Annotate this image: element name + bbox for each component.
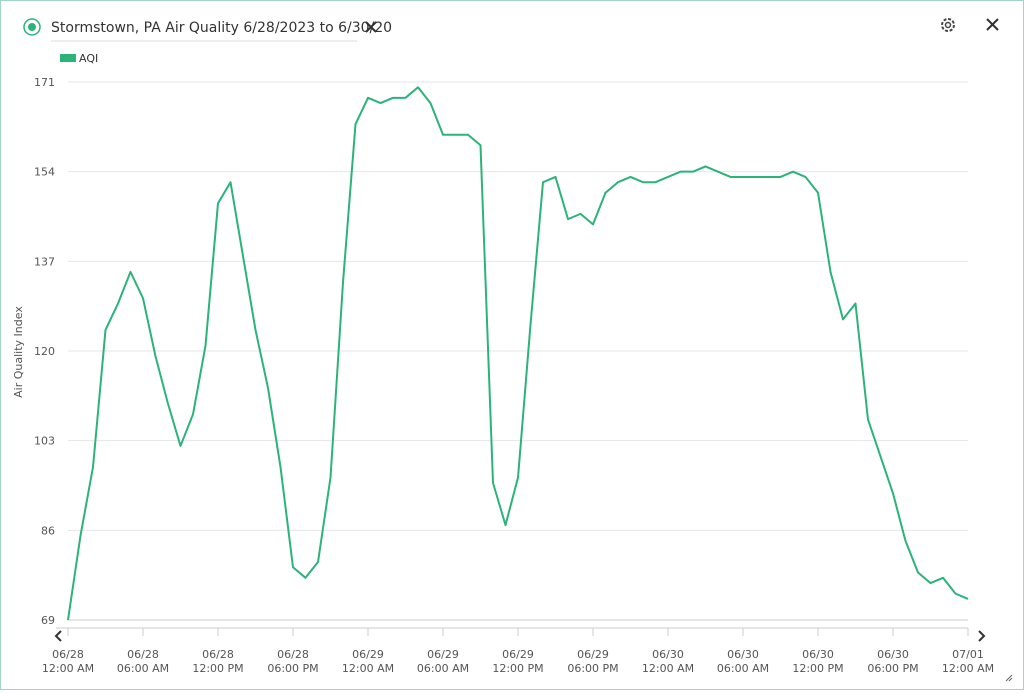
x-tick-label: 07/01 12:00 AM — [942, 648, 994, 675]
x-tick-line: 06/30 — [877, 648, 909, 661]
y-tick-label: 120 — [34, 345, 55, 358]
x-tick-line: 06/29 — [427, 648, 459, 661]
x-tick-line: 06/30 — [727, 648, 759, 661]
x-tick-line: 06:00 AM — [717, 662, 769, 675]
x-tick-line: 12:00 AM — [642, 662, 694, 675]
resize-handle[interactable] — [1005, 674, 1013, 682]
y-tick-label: 86 — [41, 524, 55, 537]
x-tick-label: 06/28 06:00 AM — [117, 648, 169, 675]
x-tick-line: 06:00 PM — [567, 662, 618, 675]
x-tick-line: 06:00 AM — [417, 662, 469, 675]
x-tick-label: 06/29 06:00 PM — [567, 648, 618, 675]
y-tick-label: 103 — [34, 435, 55, 448]
x-tick-line: 12:00 PM — [792, 662, 843, 675]
x-tick-label: 06/29 12:00 PM — [492, 648, 543, 675]
x-tick-line: 06:00 AM — [117, 662, 169, 675]
x-tick-label: 06/29 12:00 AM — [342, 648, 394, 675]
y-tick-label: 137 — [34, 255, 55, 268]
y-axis-label: Air Quality Index — [12, 306, 25, 398]
clear-title-icon[interactable] — [365, 21, 377, 33]
data-line — [67, 86, 969, 621]
widget-title: Stormstown, PA Air Quality 6/28/2023 to … — [51, 20, 392, 36]
x-tick-line: 12:00 PM — [192, 662, 243, 675]
x-tick-line: 06/29 — [352, 648, 384, 661]
x-tick-label: 06/28 06:00 PM — [267, 648, 318, 675]
x-tick-line: 12:00 PM — [492, 662, 543, 675]
legend-swatch — [60, 54, 76, 62]
x-tick-line: 06/28 — [277, 648, 309, 661]
settings-icon[interactable] — [941, 18, 955, 32]
x-tick-label: 06/30 12:00 PM — [792, 648, 843, 675]
x-tick-line: 06:00 PM — [267, 662, 318, 675]
x-tick-line: 12:00 AM — [342, 662, 394, 675]
close-icon[interactable] — [986, 18, 999, 31]
x-tick-line: 06/30 — [802, 648, 834, 661]
x-tick-label: 06/30 06:00 PM — [867, 648, 918, 675]
x-tick-line: 12:00 AM — [942, 662, 994, 675]
x-tick-label: 06/30 12:00 AM — [642, 648, 694, 675]
radio-icon[interactable] — [23, 18, 41, 36]
x-tick-line: 12:00 AM — [42, 662, 94, 675]
legend-label[interactable]: AQI — [79, 52, 98, 65]
next-arrow[interactable] — [978, 630, 986, 642]
y-tick-label: 154 — [34, 166, 55, 179]
x-tick-label: 06/30 06:00 AM — [717, 648, 769, 675]
x-tick-line: 06/30 — [652, 648, 684, 661]
x-tick-line: 06/29 — [577, 648, 609, 661]
x-tick-line: 06/28 — [202, 648, 234, 661]
x-tick-label: 06/28 12:00 PM — [192, 648, 243, 675]
y-tick-label: 171 — [34, 76, 55, 89]
x-tick-line: 06/29 — [502, 648, 534, 661]
x-tick-line: 06:00 PM — [867, 662, 918, 675]
prev-arrow[interactable] — [54, 630, 62, 642]
x-tick-line: 07/01 — [952, 648, 984, 661]
x-tick-label: 06/29 06:00 AM — [417, 648, 469, 675]
x-tick-line: 06/28 — [52, 648, 84, 661]
x-tick-label: 06/28 12:00 AM — [42, 648, 94, 675]
radio-dot — [28, 23, 36, 31]
x-tick-line: 06/28 — [127, 648, 159, 661]
y-tick-label: 69 — [41, 614, 55, 627]
